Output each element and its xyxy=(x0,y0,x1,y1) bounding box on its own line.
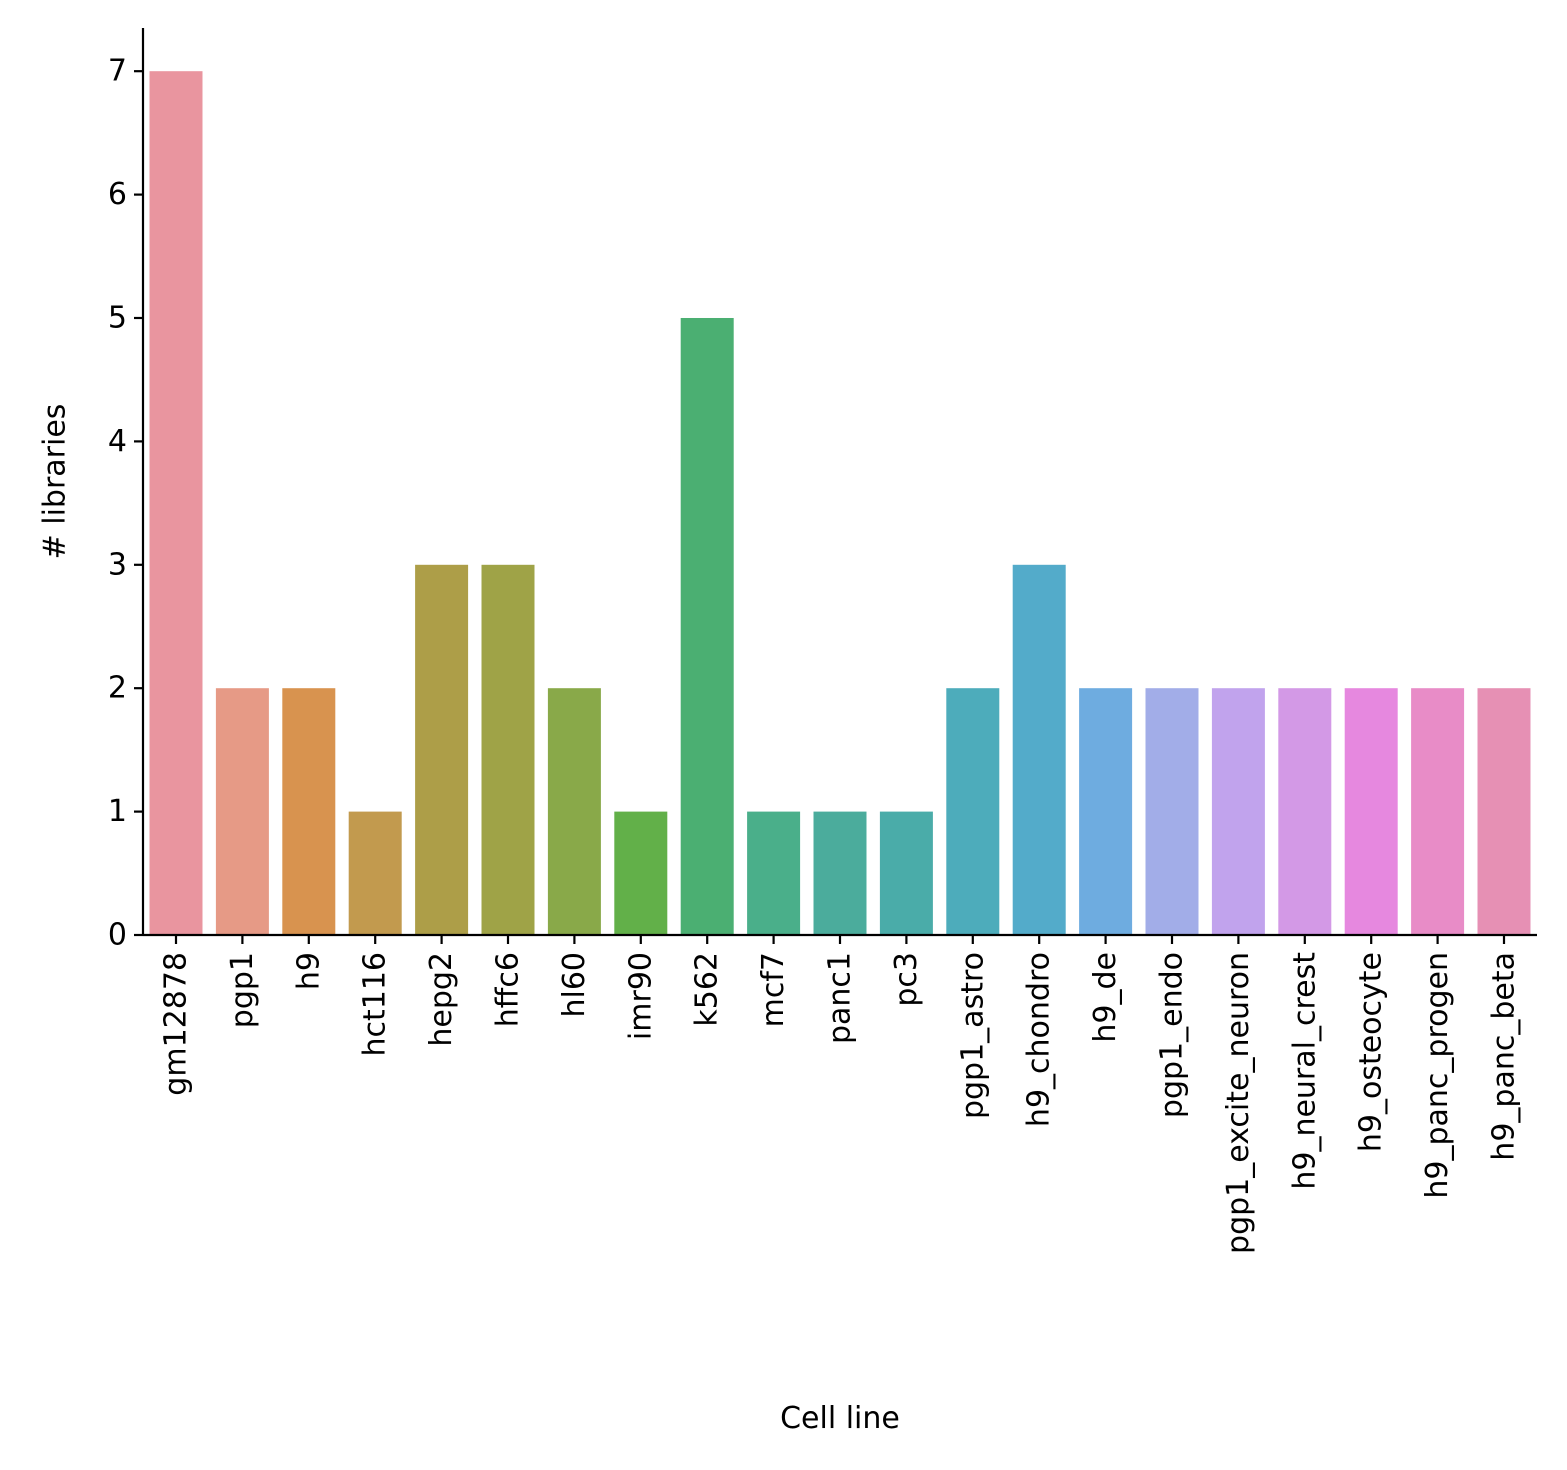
y-axis-title: # libraries xyxy=(38,404,73,560)
bar-imr90 xyxy=(614,811,668,935)
x-tick-label: pc3 xyxy=(889,952,924,1007)
y-tick-label: 3 xyxy=(108,547,127,582)
x-tick-label: mcf7 xyxy=(756,952,791,1027)
x-tick-label: panc1 xyxy=(823,952,858,1044)
y-tick-label: 5 xyxy=(108,300,127,335)
x-tick-label: pgp1_excite_neuron xyxy=(1221,952,1256,1254)
bar-h9_panc_progen xyxy=(1411,688,1465,935)
x-tick-label: hl60 xyxy=(557,952,592,1018)
x-tick-label: pgp1_astro xyxy=(955,952,990,1119)
bar-hl60 xyxy=(547,688,601,935)
bar-pc3 xyxy=(879,811,933,935)
bars-group xyxy=(149,71,1531,936)
x-tick-label: hepg2 xyxy=(424,952,459,1047)
bar-h9_de xyxy=(1079,688,1133,935)
x-tick-label: pgp1_endo xyxy=(1155,952,1190,1118)
x-axis-ticks: gm12878 pgp1 h9 hct116 hepg2 hffc6 hl60 imr90 k5… xyxy=(159,935,1522,1254)
bar-gm12878 xyxy=(149,71,203,935)
bar-hepg2 xyxy=(415,564,469,935)
bar-h9_chondro xyxy=(1012,564,1066,935)
y-tick-label: 4 xyxy=(108,424,127,459)
x-tick-label: gm12878 xyxy=(159,952,194,1096)
x-tick-label: h9_neural_crest xyxy=(1287,952,1322,1190)
bar-hct116 xyxy=(348,811,402,935)
y-tick-label: 7 xyxy=(108,54,127,89)
x-tick-label: h9 xyxy=(291,952,326,990)
x-tick-label: h9_chondro xyxy=(1022,952,1057,1127)
bar-pgp1_endo xyxy=(1145,688,1199,935)
bar-pgp1_astro xyxy=(946,688,1000,935)
x-tick-label: imr90 xyxy=(623,952,658,1040)
bar-h9_osteocyte xyxy=(1344,688,1398,935)
bar-h9_panc_beta xyxy=(1477,688,1531,935)
x-tick-label: h9_de xyxy=(1088,952,1123,1043)
y-tick-label: 2 xyxy=(108,671,127,706)
x-tick-label: h9_panc_progen xyxy=(1420,952,1455,1199)
y-tick-label: 6 xyxy=(108,177,127,212)
y-tick-label: 0 xyxy=(108,918,127,953)
bar-k562 xyxy=(680,317,734,936)
x-tick-label: hct116 xyxy=(358,952,393,1057)
x-tick-label: k562 xyxy=(690,952,725,1027)
x-axis-title: Cell line xyxy=(780,1401,900,1436)
x-tick-label: hffc6 xyxy=(491,952,526,1027)
y-tick-label: 1 xyxy=(108,794,127,829)
x-tick-label: pgp1 xyxy=(225,952,260,1028)
bar-pgp1 xyxy=(215,688,269,935)
x-tick-label: h9_osteocyte xyxy=(1354,952,1389,1152)
x-tick-label: h9_panc_beta xyxy=(1487,952,1522,1161)
bar-hffc6 xyxy=(481,564,535,935)
bar-panc1 xyxy=(813,811,867,935)
y-axis-ticks: 0 1 2 3 4 5 6 7 xyxy=(108,54,143,953)
bar-h9 xyxy=(282,688,336,935)
bar-h9_neural_crest xyxy=(1278,688,1332,935)
bar-mcf7 xyxy=(747,811,801,935)
bar-pgp1_excite_neuron xyxy=(1211,688,1265,935)
